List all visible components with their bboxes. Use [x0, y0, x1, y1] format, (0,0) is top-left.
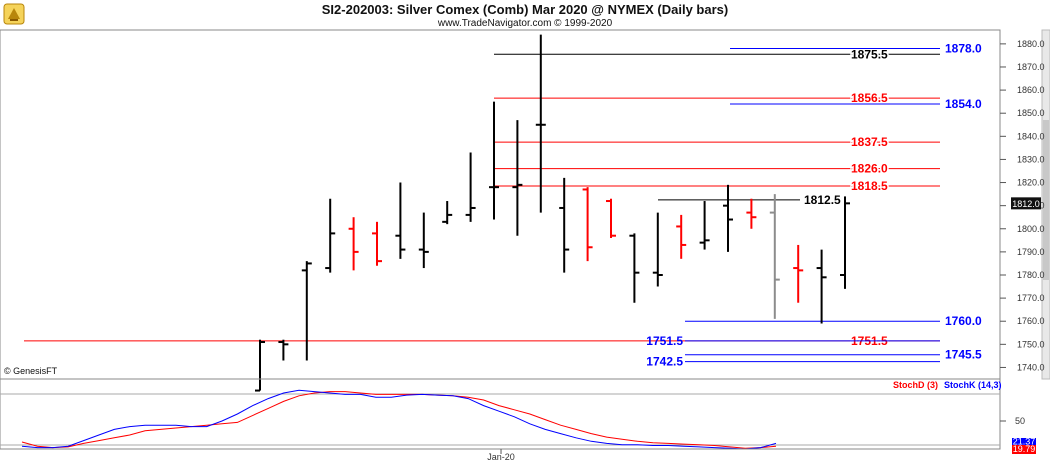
y-tick-label: 1760.0	[1017, 316, 1045, 326]
ohlc-bar	[840, 196, 850, 289]
trade-navigator-logo-icon	[3, 3, 25, 25]
y-tick-label: 1740.0	[1017, 362, 1045, 372]
ohlc-bar	[793, 244, 804, 303]
stoch-tick-50: 50	[1015, 416, 1025, 426]
y-tick-label: 1820.0	[1017, 178, 1045, 188]
ohlc-bar	[418, 212, 429, 269]
ohlc-bar	[676, 214, 687, 259]
level-label: 1751.5	[646, 334, 683, 348]
ohlc-bar	[559, 177, 570, 273]
ohlc-bar	[255, 339, 265, 392]
x-axis-labels: Jan-20Feb-20	[487, 449, 515, 462]
ohlc-bar	[746, 198, 757, 229]
scrollbar-thumb[interactable]	[1043, 120, 1049, 280]
stochd-line	[21, 391, 777, 449]
stochd-legend: StochD (3)	[893, 380, 938, 390]
y-tick-label: 1830.0	[1017, 154, 1045, 164]
stochk-legend: StochK (14,3)	[944, 380, 1002, 390]
y-tick-label: 1780.0	[1017, 270, 1045, 280]
ohlc-bar	[723, 184, 733, 252]
level-label: 1856.5	[851, 91, 888, 105]
ohlc-bar	[629, 233, 640, 303]
y-tick-label: 1770.0	[1017, 293, 1045, 303]
y-tick-label: 1860.0	[1017, 85, 1045, 95]
level-label: 1875.5	[851, 47, 888, 61]
ohlc-bar	[652, 212, 663, 287]
ohlc-bar	[301, 261, 312, 361]
level-label: 1878.0	[945, 41, 982, 55]
level-label: 1818.5	[851, 179, 888, 193]
ohlc-bar	[489, 101, 499, 220]
level-label: 1812.5	[804, 193, 841, 207]
ohlc-bar	[535, 34, 546, 213]
last-price-marker: 1812.0	[1011, 197, 1041, 210]
price-bars	[255, 34, 850, 392]
y-tick-label: 1840.0	[1017, 131, 1045, 141]
y-tick-label: 1880.0	[1017, 39, 1045, 49]
level-label: 1745.5	[945, 348, 982, 362]
level-label: 1760.0	[945, 314, 982, 328]
level-label: 1826.0	[851, 162, 888, 176]
y-tick-label: 1750.0	[1017, 339, 1045, 349]
ohlc-bar	[582, 187, 593, 262]
y-tick-label: 1850.0	[1017, 108, 1045, 118]
ohlc-bar	[816, 249, 827, 324]
last-price-label: 1812.0	[1012, 199, 1040, 209]
price-scrollbar[interactable]	[1041, 29, 1050, 380]
ohlc-bar	[699, 201, 710, 250]
level-label: 1742.5	[646, 355, 683, 369]
level-label: 1854.0	[945, 97, 982, 111]
y-tick-label: 1800.0	[1017, 224, 1045, 234]
level-lines: 1875.5 1856.5 1837.5 1826.0 1818.5 1812.5 1751…	[24, 41, 982, 369]
ohlc-bar	[606, 198, 616, 239]
y-tick-label: 1790.0	[1017, 247, 1045, 257]
ohlc-bar	[278, 339, 289, 361]
genesis-watermark: © GenesisFT	[4, 366, 58, 376]
stochk-line	[21, 389, 777, 450]
ohlc-bar	[395, 182, 406, 259]
ohlc-bar	[465, 152, 476, 222]
stochd-last-value: 19.79	[1013, 444, 1036, 454]
ohlc-bar	[442, 201, 453, 225]
level-label: 1837.5	[851, 135, 888, 149]
ohlc-bar	[512, 120, 523, 236]
ohlc-bar	[769, 194, 780, 319]
y-tick-label: 1870.0	[1017, 62, 1045, 72]
chart-subtitle: www.TradeNavigator.com © 1999-2020	[437, 18, 613, 29]
ohlc-bar	[348, 217, 359, 271]
x-tick-label: Jan-20	[487, 452, 515, 462]
stochk-last-value: 21.37	[1013, 437, 1036, 447]
ohlc-bar	[372, 221, 382, 266]
chart-title: SI2-202003: Silver Comex (Comb) Mar 2020…	[322, 2, 728, 17]
ohlc-bar	[325, 198, 336, 273]
